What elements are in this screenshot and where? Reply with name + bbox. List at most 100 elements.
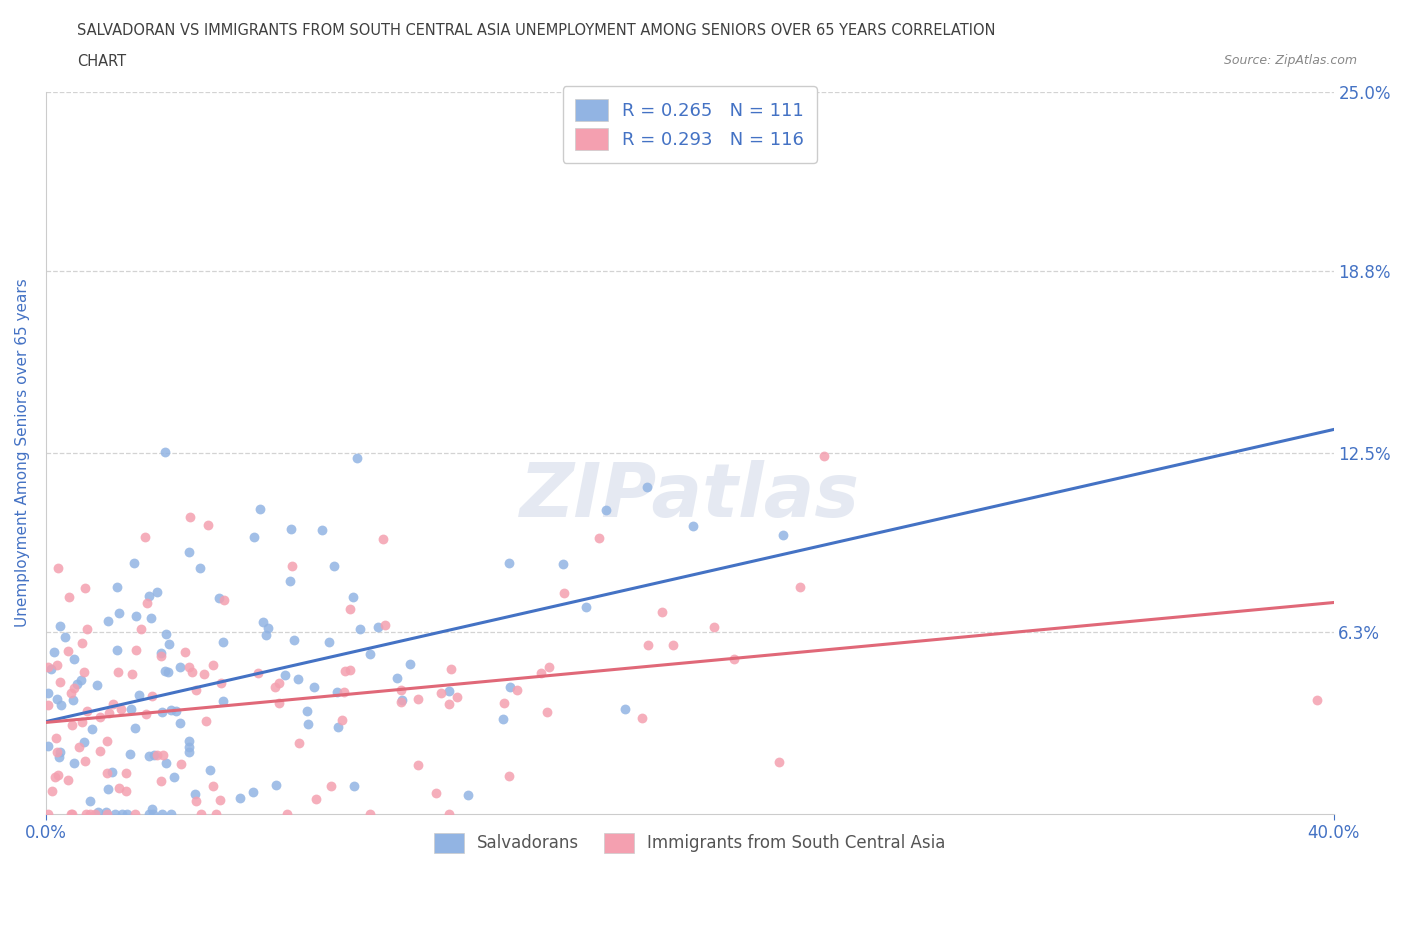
Point [84,806,107,821]
Point [138,806,160,821]
Point [311,523,333,538]
Point [107,664,129,679]
Point [70,672,93,687]
Point [346,450,368,465]
Point [254,628,277,643]
Point [180,664,202,679]
Point [328,719,350,734]
Point [264,777,287,792]
Point [79,793,101,808]
Point [62,692,84,707]
Point [359,806,381,821]
Point [37,659,59,674]
Point [249,502,271,517]
Point [343,778,366,793]
Point [37,685,59,700]
Point [723,652,745,667]
Point [89,710,111,724]
Point [37,739,59,754]
Point [155,627,177,642]
Point [41,784,63,799]
Point [62,756,84,771]
Point [60,718,83,733]
Point [371,531,394,546]
Point [125,609,148,624]
Point [614,701,637,716]
Point [530,666,553,681]
Point [789,579,811,594]
Point [82,722,104,737]
Point [246,666,269,681]
Point [297,716,319,731]
Point [122,555,145,570]
Point [169,715,191,730]
Point [49,745,72,760]
Point [107,780,129,795]
Point [156,665,179,680]
Point [197,518,219,533]
Point [142,748,165,763]
Point [651,604,673,619]
Point [278,574,301,589]
Point [37,698,59,712]
Point [772,527,794,542]
Point [333,684,356,699]
Point [72,714,94,729]
Point [287,671,309,686]
Point [588,531,610,546]
Point [42,644,65,659]
Point [48,750,70,764]
Point [49,618,72,633]
Point [184,683,207,698]
Point [323,559,346,574]
Point [330,712,353,727]
Point [575,599,598,614]
Point [389,683,412,698]
Point [212,634,235,649]
Point [104,806,127,821]
Point [39,662,62,677]
Point [457,788,479,803]
Point [63,681,86,696]
Point [149,773,172,788]
Point [333,664,356,679]
Point [242,785,264,800]
Point [37,806,59,821]
Point [56,773,79,788]
Text: CHART: CHART [77,54,127,69]
Point [125,643,148,658]
Point [1306,692,1329,707]
Point [703,619,725,634]
Point [190,806,212,821]
Point [120,747,142,762]
Point [124,806,146,821]
Point [637,638,659,653]
Point [96,806,118,821]
Point [49,674,72,689]
Point [492,696,515,711]
Point [387,671,409,685]
Point [124,720,146,735]
Point [76,622,98,637]
Point [425,786,447,801]
Point [136,596,159,611]
Point [46,561,69,576]
Point [60,806,83,821]
Point [194,714,217,729]
Point [202,779,225,794]
Point [252,615,274,630]
Legend: Salvadorans, Immigrants from South Central Asia: Salvadorans, Immigrants from South Centr… [427,826,952,859]
Point [111,806,134,821]
Point [208,591,231,605]
Point [110,701,132,716]
Point [283,632,305,647]
Point [662,638,685,653]
Point [193,666,215,681]
Point [129,621,152,636]
Point [406,692,429,707]
Point [198,763,221,777]
Point [165,704,187,719]
Point [73,664,96,679]
Point [152,705,174,720]
Point [163,770,186,785]
